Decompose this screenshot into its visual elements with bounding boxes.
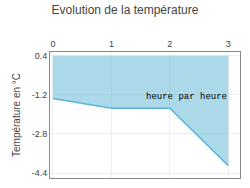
- svg-text:Température en °C: Température en °C: [11, 73, 22, 157]
- svg-text:0.4: 0.4: [35, 51, 48, 61]
- svg-text:heure par heure: heure par heure: [146, 92, 227, 102]
- svg-text:2: 2: [167, 39, 172, 49]
- svg-text:Evolution de la température: Evolution de la température: [52, 3, 199, 17]
- svg-text:-4.4: -4.4: [32, 168, 48, 178]
- svg-text:-2.8: -2.8: [32, 129, 48, 139]
- svg-text:3: 3: [226, 39, 231, 49]
- svg-text:1: 1: [109, 39, 114, 49]
- svg-text:-1.2: -1.2: [32, 90, 48, 100]
- svg-text:0: 0: [50, 39, 55, 49]
